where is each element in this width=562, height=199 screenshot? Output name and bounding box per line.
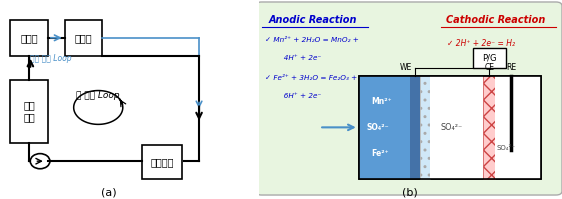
FancyBboxPatch shape <box>10 20 48 56</box>
Bar <box>430 76 483 179</box>
Text: Fe²⁺: Fe²⁺ <box>371 149 389 158</box>
Text: Anodic Reaction: Anodic Reaction <box>269 15 357 25</box>
Text: SO₄²⁻: SO₄²⁻ <box>366 123 389 132</box>
Text: ✓ Mn²⁺ + 2H₂O = MnO₂ +: ✓ Mn²⁺ + 2H₂O = MnO₂ + <box>265 37 359 43</box>
Bar <box>359 76 541 179</box>
Bar <box>410 76 420 179</box>
FancyBboxPatch shape <box>142 145 182 179</box>
Text: ✓ 2H⁺ + 2e⁻ = H₂: ✓ 2H⁺ + 2e⁻ = H₂ <box>447 39 515 48</box>
Text: RE: RE <box>506 63 516 72</box>
Bar <box>359 76 541 179</box>
Text: 6H⁺ + 2e⁻: 6H⁺ + 2e⁻ <box>277 93 321 99</box>
Text: 전착 공정 Loop: 전착 공정 Loop <box>30 54 71 63</box>
Text: (a): (a) <box>101 187 116 197</box>
Bar <box>495 76 541 179</box>
Text: ✓ Fe²⁺ + 3H₂O = Fe₂O₃ +: ✓ Fe²⁺ + 3H₂O = Fe₂O₃ + <box>265 75 357 81</box>
Bar <box>473 48 506 68</box>
Text: Cathodic Reaction: Cathodic Reaction <box>446 15 545 25</box>
Text: SO₄²⁻: SO₄²⁻ <box>440 123 463 132</box>
Text: 주 공정 Loop: 주 공정 Loop <box>76 91 120 100</box>
Text: CE: CE <box>484 63 495 72</box>
Text: (b): (b) <box>402 187 418 197</box>
FancyBboxPatch shape <box>256 2 562 195</box>
Bar <box>359 76 410 179</box>
FancyBboxPatch shape <box>10 80 48 143</box>
Text: P/G: P/G <box>482 53 497 62</box>
Bar <box>483 76 495 179</box>
Text: 분해조: 분해조 <box>20 33 38 43</box>
Text: 제열장치: 제열장치 <box>151 157 174 167</box>
Text: SO₄²⁻: SO₄²⁻ <box>497 145 516 151</box>
Text: 제염
대상: 제염 대상 <box>23 100 35 123</box>
Bar <box>420 76 430 179</box>
Text: WE: WE <box>400 63 411 72</box>
Text: 4H⁺ + 2e⁻: 4H⁺ + 2e⁻ <box>277 55 321 61</box>
Text: Mn²⁺: Mn²⁺ <box>371 97 392 106</box>
Text: 전착셀: 전착셀 <box>75 33 92 43</box>
FancyBboxPatch shape <box>65 20 102 56</box>
